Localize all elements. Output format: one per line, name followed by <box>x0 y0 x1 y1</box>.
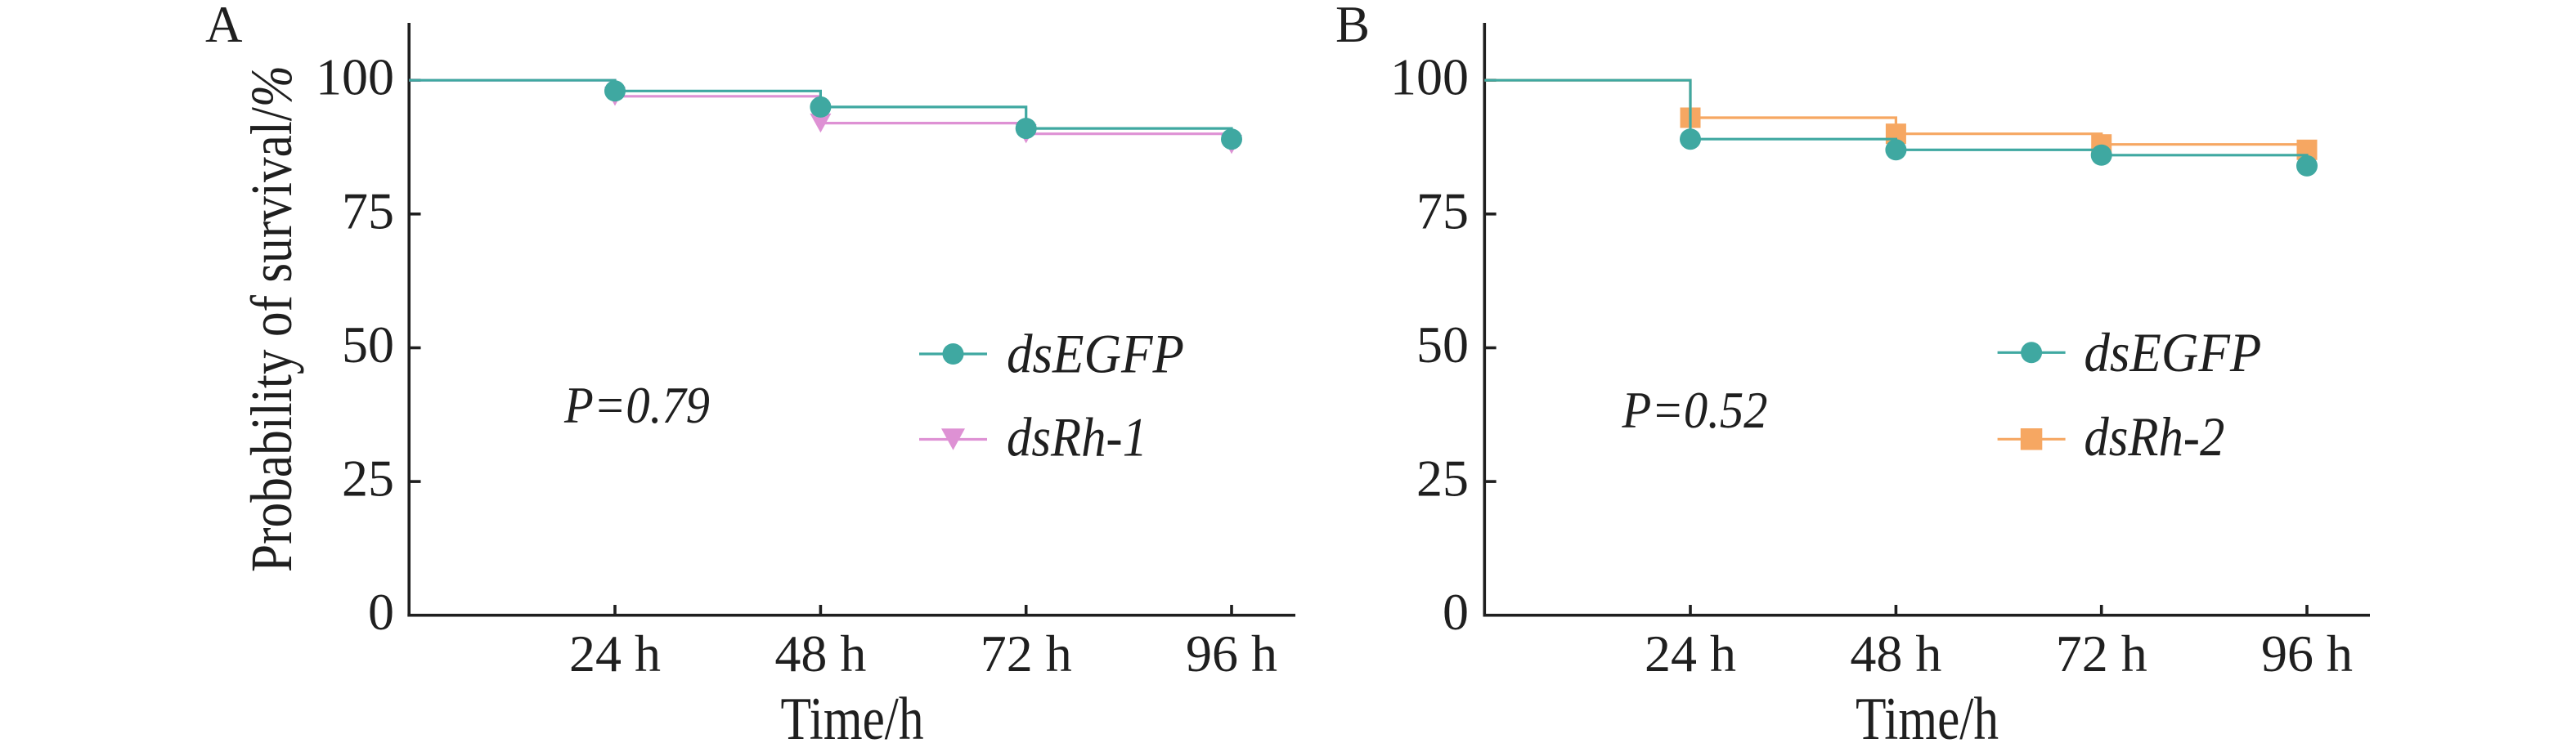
svg-text:72 h: 72 h <box>981 624 1072 683</box>
svg-text:A: A <box>205 0 243 53</box>
svg-text:P=0.52: P=0.52 <box>1622 381 1768 439</box>
svg-text:96 h: 96 h <box>2261 624 2353 683</box>
svg-text:dsRh-2: dsRh-2 <box>2084 405 2224 468</box>
svg-text:48 h: 48 h <box>774 624 866 683</box>
svg-text:50: 50 <box>342 316 394 374</box>
svg-text:Time/h: Time/h <box>1856 686 1999 748</box>
svg-text:Time/h: Time/h <box>781 686 924 748</box>
svg-text:24 h: 24 h <box>1645 624 1736 683</box>
svg-text:dsEGFP: dsEGFP <box>1007 323 1184 385</box>
svg-text:100: 100 <box>316 48 394 106</box>
svg-text:72 h: 72 h <box>2056 624 2147 683</box>
svg-text:0: 0 <box>368 583 394 641</box>
svg-text:25: 25 <box>342 450 394 508</box>
svg-text:24 h: 24 h <box>569 624 661 683</box>
svg-text:96 h: 96 h <box>1186 624 1277 683</box>
svg-text:0: 0 <box>1443 583 1469 641</box>
svg-text:P=0.79: P=0.79 <box>563 376 710 434</box>
svg-text:Probability of survival/%: Probability of survival/% <box>239 65 304 572</box>
svg-text:50: 50 <box>1416 316 1469 374</box>
svg-text:dsEGFP: dsEGFP <box>2084 321 2261 383</box>
svg-text:75: 75 <box>342 181 394 239</box>
svg-text:B: B <box>1335 0 1370 53</box>
svg-text:75: 75 <box>1416 181 1469 239</box>
svg-text:25: 25 <box>1416 450 1469 508</box>
svg-text:100: 100 <box>1390 48 1469 106</box>
svg-text:dsRh-1: dsRh-1 <box>1007 406 1147 468</box>
svg-text:48 h: 48 h <box>1850 624 1941 683</box>
